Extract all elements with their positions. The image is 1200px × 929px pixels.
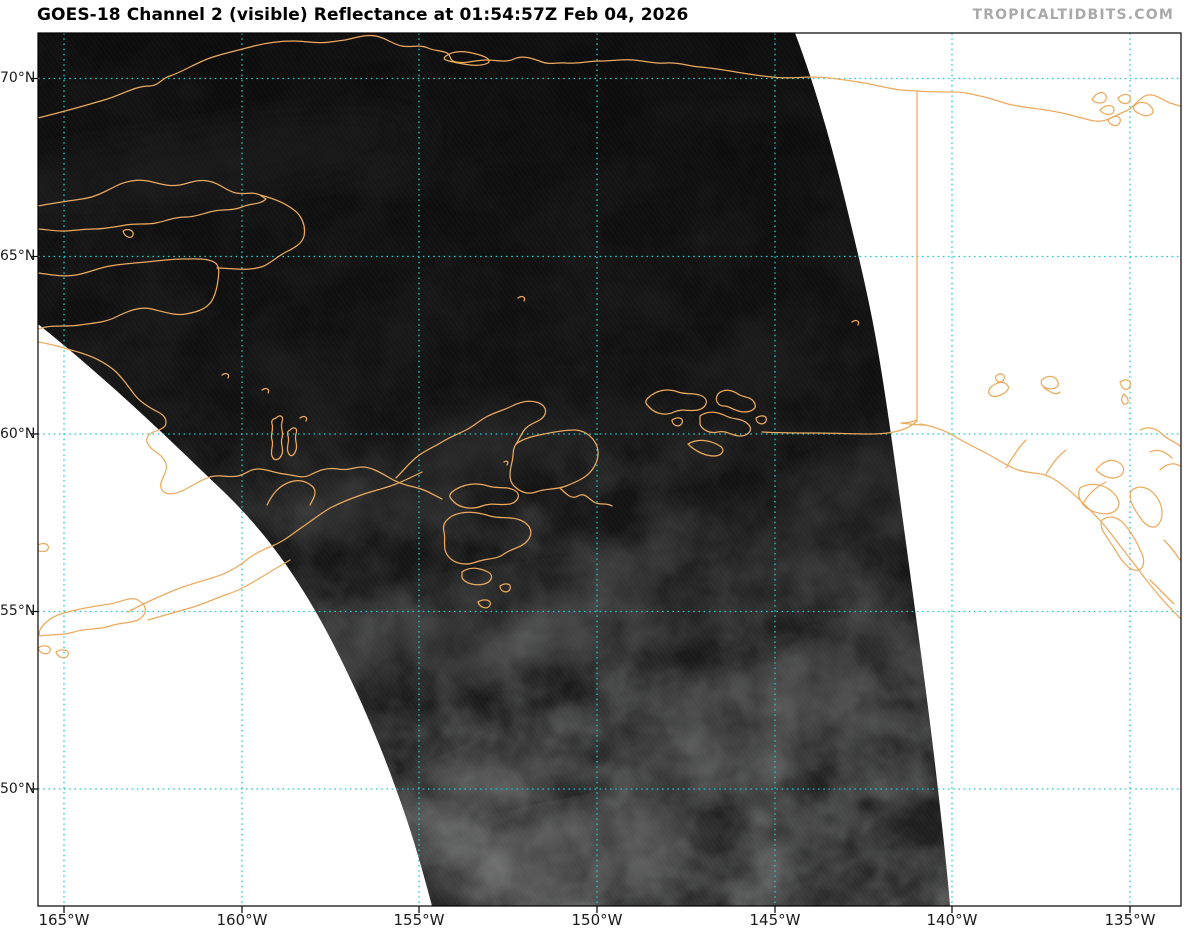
coastline-cook-inlet: [395, 400, 547, 479]
lat-label-70n: 70°N: [0, 70, 36, 86]
coastline-arctic-lagoon: [443, 51, 490, 66]
coastline-yukon-delta: [38, 258, 220, 330]
coastline-norton-sound: [122, 194, 306, 270]
bottom-ticks: [63, 906, 1131, 913]
lon-label-160w: 160°W: [216, 911, 268, 929]
coastline-prince-william-sound: [645, 389, 768, 457]
coastline-alaska-peninsula-north: [127, 471, 423, 613]
coastline-yukon-lakes: [988, 373, 1132, 405]
lon-label-140w: 140°W: [926, 911, 978, 929]
coastline-kodiak-afognak: [449, 483, 519, 509]
us-canada-border-line: [900, 90, 927, 426]
lon-label-155w: 155°W: [393, 911, 445, 929]
cloud-layer: [38, 33, 950, 906]
coastline-gulf-of-alaska: [761, 420, 985, 453]
coastline-layer: [38, 34, 1181, 659]
lat-label-55n: 55°N: [0, 603, 36, 619]
coastline-southeast-alaska-mainland: [983, 439, 1181, 619]
coastline-mackenzie-delta: [1091, 91, 1154, 127]
coastline-southeast-alaska-islands: [1078, 427, 1181, 605]
cloud-patch-southeast-streak: [621, 629, 950, 781]
cloud-patch-midband: [321, 566, 719, 684]
plot-border: [37, 32, 1182, 907]
lon-label-145w: 145°W: [749, 911, 801, 929]
page-title: GOES-18 Channel 2 (visible) Reflectance …: [37, 5, 689, 25]
coastline-alaska-peninsula-south: [147, 559, 291, 621]
left-ticks: [31, 77, 38, 790]
lon-label-165w: 165°W: [38, 911, 90, 929]
grid-layer: [38, 33, 1181, 906]
coastline-arctic: [38, 34, 1181, 122]
lat-label-65n: 65°N: [0, 248, 36, 264]
coastline-lake-clark-iliamna: [270, 415, 298, 461]
coastline-kenai-peninsula: [509, 429, 613, 507]
cloud-patch-bright-south: [432, 801, 698, 906]
lat-label-60n: 60°N: [0, 426, 36, 442]
coastline-small-islets: [221, 295, 860, 466]
coastline-kuskokwim: [38, 341, 443, 500]
lat-label-50n: 50°N: [0, 781, 36, 797]
lon-label-150w: 150°W: [571, 911, 623, 929]
lon-label-135w: 135°W: [1104, 911, 1156, 929]
coastline-bristol-bay-inlet: [266, 480, 316, 506]
coastline-seward-peninsula: [38, 179, 267, 232]
coastline-alaska-peninsula-island: [38, 543, 146, 659]
cloud-patch-bright-west: [381, 739, 559, 841]
axis-layer: [31, 32, 1182, 913]
coastline-kodiak-island: [442, 511, 532, 609]
satellite-swath-layer: [38, 33, 950, 906]
watermark-tropicaltidbits: TROPICALTIDBITS.COM: [972, 7, 1174, 23]
cloud-patch-northwest-band: [38, 110, 428, 220]
cloud-patch-cook-inlet: [306, 420, 554, 540]
